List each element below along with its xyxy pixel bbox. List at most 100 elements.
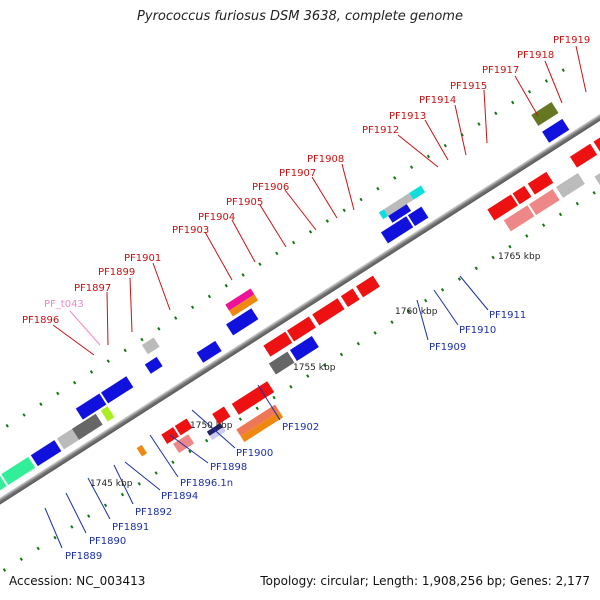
gene-feature[interactable] xyxy=(340,288,360,308)
gene-feature[interactable] xyxy=(174,418,193,436)
gene-feature[interactable] xyxy=(268,351,295,375)
gene-feature[interactable] xyxy=(487,194,518,221)
scale-tick xyxy=(205,438,209,443)
gene-feature[interactable] xyxy=(286,316,316,342)
scale-tick xyxy=(491,255,495,260)
gene-feature[interactable] xyxy=(209,427,226,441)
scale-tick xyxy=(373,331,377,335)
gene-feature[interactable] xyxy=(388,204,412,223)
scale-tick xyxy=(426,154,431,159)
gene-label-pf1913[interactable]: PF1913 xyxy=(389,111,426,122)
gene-label-pf1909[interactable]: PF1909 xyxy=(429,342,466,353)
scale-tick xyxy=(120,492,125,497)
gene-feature[interactable] xyxy=(556,172,585,198)
gene-label-pf1907[interactable]: PF1907 xyxy=(279,168,316,179)
gene-label-pf1914[interactable]: PF1914 xyxy=(419,95,456,106)
gene-label-pf1910[interactable]: PF1910 xyxy=(459,325,496,336)
scale-tick xyxy=(592,191,596,195)
gene-feature[interactable] xyxy=(229,294,259,317)
gene-label-pf-t043[interactable]: PF_t043 xyxy=(44,299,84,310)
gene-label-pf1896-1n[interactable]: PF1896.1n xyxy=(180,478,233,489)
gene-feature[interactable] xyxy=(527,171,554,195)
gene-feature[interactable] xyxy=(226,308,259,336)
gene-label-pf1919[interactable]: PF1919 xyxy=(553,35,590,46)
gene-feature[interactable] xyxy=(289,336,319,361)
gene-label-pf1906[interactable]: PF1906 xyxy=(252,182,289,193)
genome-backbone xyxy=(0,112,600,539)
gene-feature[interactable] xyxy=(380,216,414,244)
gene-feature[interactable] xyxy=(593,130,600,153)
gene-feature[interactable] xyxy=(231,381,275,415)
gene-feature[interactable] xyxy=(240,411,284,443)
gene-label-pf1900[interactable]: PF1900 xyxy=(236,448,273,459)
gene-feature[interactable] xyxy=(141,337,160,355)
gene-label-pf1889[interactable]: PF1889 xyxy=(65,551,102,562)
gene-feature[interactable] xyxy=(529,189,560,216)
gene-feature[interactable] xyxy=(30,440,62,467)
gene-label-pf1911[interactable]: PF1911 xyxy=(489,310,526,321)
gene-feature[interactable] xyxy=(236,404,280,437)
gene-feature[interactable] xyxy=(196,340,222,363)
gene-label-pf1890[interactable]: PF1890 xyxy=(89,536,126,547)
gene-feature[interactable] xyxy=(136,444,148,457)
gene-feature[interactable] xyxy=(503,205,535,232)
gene-feature[interactable] xyxy=(100,406,115,422)
gene-feature[interactable] xyxy=(407,206,429,227)
scale-tick xyxy=(190,305,195,310)
scale-tick xyxy=(22,413,26,417)
gene-label-pf1912[interactable]: PF1912 xyxy=(362,125,399,136)
scale-tick xyxy=(53,535,57,540)
gene-label-pf1897[interactable]: PF1897 xyxy=(74,283,111,294)
gene-feature[interactable] xyxy=(0,475,7,497)
scale-tick xyxy=(289,384,293,389)
scale-tick xyxy=(322,363,327,368)
scale-tick xyxy=(359,197,363,202)
scale-label: 1745 kbp xyxy=(90,479,133,489)
gene-feature[interactable] xyxy=(75,393,107,420)
scale-tick xyxy=(89,370,94,374)
gene-feature[interactable] xyxy=(542,118,570,143)
gene-label-pf1894[interactable]: PF1894 xyxy=(161,491,198,502)
gene-label-pf1917[interactable]: PF1917 xyxy=(482,65,519,76)
gene-feature[interactable] xyxy=(263,331,293,357)
gene-label-pf1904[interactable]: PF1904 xyxy=(198,212,235,223)
scale-tick xyxy=(2,568,7,572)
gene-feature[interactable] xyxy=(72,413,103,440)
gene-label-pf1915[interactable]: PF1915 xyxy=(450,81,487,92)
gene-feature[interactable] xyxy=(1,456,36,486)
gene-label-pf1905[interactable]: PF1905 xyxy=(226,197,263,208)
gene-feature[interactable] xyxy=(206,423,224,436)
scale-label: 1755 kbp xyxy=(293,363,336,373)
gene-label-pf1896[interactable]: PF1896 xyxy=(22,315,59,326)
gene-feature[interactable] xyxy=(531,102,559,126)
gene-feature[interactable] xyxy=(312,298,345,326)
gene-feature[interactable] xyxy=(356,275,380,298)
gene-feature[interactable] xyxy=(409,185,426,200)
scale-tick xyxy=(325,219,330,223)
gene-label-pf1891[interactable]: PF1891 xyxy=(112,522,149,533)
gene-feature[interactable] xyxy=(569,143,598,168)
gene-feature[interactable] xyxy=(101,376,134,404)
scale-tick xyxy=(137,481,141,486)
gene-label-pf1903[interactable]: PF1903 xyxy=(172,225,209,236)
gene-label-pf1901[interactable]: PF1901 xyxy=(124,253,161,264)
gene-feature[interactable] xyxy=(378,209,389,220)
gene-feature[interactable] xyxy=(225,288,255,311)
gene-feature[interactable] xyxy=(594,163,600,188)
gene-label-pf1918[interactable]: PF1918 xyxy=(517,50,554,61)
gene-feature[interactable] xyxy=(512,185,532,205)
gene-label-pf1892[interactable]: PF1892 xyxy=(135,507,172,518)
gene-label-pf1898[interactable]: PF1898 xyxy=(210,462,247,473)
scale-tick xyxy=(188,449,192,454)
gene-feature[interactable] xyxy=(383,193,414,216)
gene-feature[interactable] xyxy=(173,434,195,454)
gene-label-pf1902[interactable]: PF1902 xyxy=(282,422,319,433)
gene-label-pf1899[interactable]: PF1899 xyxy=(98,267,135,278)
gene-label-pf1908[interactable]: PF1908 xyxy=(307,154,344,165)
gene-feature[interactable] xyxy=(144,356,163,374)
scale-tick xyxy=(157,326,161,331)
gene-feature[interactable] xyxy=(212,406,231,425)
scale-tick xyxy=(272,395,276,400)
scale-tick xyxy=(224,283,228,288)
